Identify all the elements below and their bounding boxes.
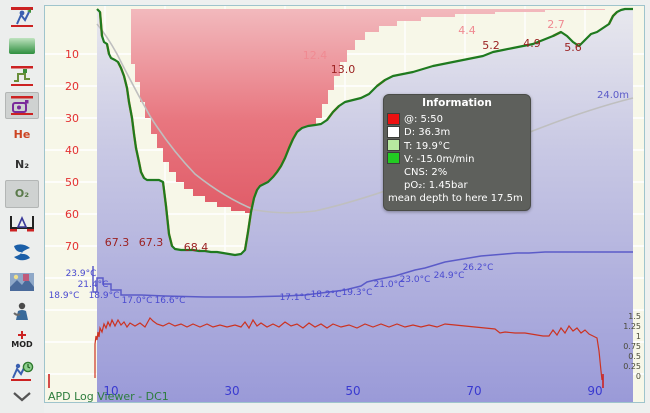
- info-row-po2: pO₂: 1.45bar: [404, 180, 468, 192]
- left-toolbar: He N₂ O₂: [0, 0, 44, 413]
- info-row-time: @: 5:50: [404, 114, 444, 126]
- temperature-annotation: 19.3°C: [342, 288, 373, 298]
- temperature-curve: [92, 251, 633, 298]
- info-row-depth: D: 36.3m: [404, 127, 451, 139]
- dive-profile-panel[interactable]: 10 20 30 40 50 60 70 10 30 50 70 90 1.5: [44, 5, 645, 403]
- temperature-annotation: 18.9°C: [49, 291, 80, 301]
- temperature-annotation: 18.2°C: [311, 290, 342, 300]
- mod-icon[interactable]: MOD: [5, 328, 39, 356]
- depth-annotation: 5.6: [564, 41, 582, 54]
- information-rows: @: 5:50 D: 36.3m T: 19.9°C V: -15.0m/min…: [384, 113, 530, 205]
- depth-tick-label: 20: [65, 80, 79, 93]
- helium-icon[interactable]: He: [5, 121, 39, 149]
- legend-swatch-velocity: [387, 152, 400, 165]
- depth-profile-line: [96, 7, 633, 257]
- marker-label: 24.0m: [597, 90, 629, 101]
- scrubber-icon[interactable]: [5, 239, 39, 267]
- photo-icon[interactable]: [5, 269, 39, 297]
- temperature-annotation: 23.0°C: [400, 275, 431, 285]
- dive-site-icon[interactable]: [5, 298, 39, 326]
- oxygen-icon[interactable]: O₂: [5, 180, 39, 208]
- time-tick-marks: [48, 374, 604, 388]
- temperature-annotation: 23.9°C: [66, 269, 97, 279]
- depth-tick-label: 50: [65, 176, 79, 189]
- ceiling-icon[interactable]: [5, 62, 39, 90]
- oxygen-label: O₂: [14, 187, 30, 201]
- svg-text:MOD: MOD: [11, 340, 33, 349]
- po2-tick-label: 0.75: [623, 342, 641, 351]
- po2-tick-label: 1: [636, 332, 641, 341]
- depth-annotation: 2.7: [547, 18, 565, 31]
- legend-swatch-temp: [387, 139, 400, 152]
- legend-swatch-time: [387, 113, 400, 126]
- nitrogen-label: N₂: [14, 157, 30, 171]
- tissue-bargraph-icon[interactable]: [5, 210, 39, 238]
- helium-label: He: [13, 128, 31, 142]
- depth-annotation: 4.9: [523, 37, 541, 50]
- depth-tick-label: 30: [65, 112, 79, 125]
- time-tick-label: 70: [466, 384, 481, 398]
- chart-svg: 10 20 30 40 50 60 70 10 30 50 70 90 1.5: [45, 6, 644, 402]
- info-row-velocity: V: -15.0m/min: [404, 153, 475, 165]
- gradient-swatch-icon[interactable]: [5, 33, 39, 61]
- temperature-annotation: 18.9°C: [89, 291, 120, 301]
- po2-tick-label: 0: [636, 372, 641, 381]
- nitrogen-icon[interactable]: N₂: [5, 151, 39, 179]
- info-row-cns: CNS: 2%: [404, 166, 448, 178]
- temperature-annotation: 26.2°C: [463, 263, 494, 273]
- information-tooltip[interactable]: Information @: 5:50 D: 36.3m T: 19.9°C V…: [383, 94, 531, 211]
- expand-toolbar-button[interactable]: [5, 386, 39, 408]
- footer-label: APD Log Viewer - DC1: [48, 390, 169, 402]
- depth-annotation: 12.4: [303, 49, 328, 62]
- diver-profile-icon[interactable]: [5, 3, 39, 31]
- temperature-annotation: 24.9°C: [434, 271, 465, 281]
- depth-annotation: 67.3: [105, 236, 130, 249]
- depth-annotation: 4.4: [458, 24, 476, 37]
- depth-tick-label: 60: [65, 208, 79, 221]
- plot-area[interactable]: 10 20 30 40 50 60 70 10 30 50 70 90 1.5: [45, 6, 644, 402]
- depth-annotation: 67.3: [139, 236, 164, 249]
- po2-tick-label: 1.25: [623, 322, 641, 331]
- depth-tick-label: 70: [65, 240, 79, 253]
- depth-tick-label: 10: [65, 48, 79, 61]
- information-title: Information: [422, 97, 492, 109]
- depth-annotation: 68.4: [184, 241, 209, 254]
- po2-tick-label: 0.25: [623, 362, 641, 371]
- depth-annotation: 13.0: [331, 63, 356, 76]
- time-tick-label: 50: [345, 384, 360, 398]
- depth-annotation: 5.2: [482, 39, 500, 52]
- depth-tick-label: 40: [65, 144, 79, 157]
- temperature-annotation: 21.4°C: [78, 280, 109, 290]
- temperature-annotation: 17.0°C: [122, 296, 153, 306]
- deco-stop-icon[interactable]: [5, 91, 39, 119]
- po2-tick-label: 1.5: [628, 312, 641, 321]
- ceiling-region: [131, 9, 605, 213]
- po2-tick-label: 0.5: [628, 352, 641, 361]
- po2-curve: [94, 317, 603, 381]
- temperature-annotation: 21.0°C: [374, 280, 405, 290]
- time-tick-label: 10: [103, 384, 118, 398]
- info-row-mean-depth: mean depth to here 17.5m: [388, 193, 523, 205]
- temperature-annotation: 17.1°C: [280, 293, 311, 303]
- diver-clock-icon[interactable]: [5, 357, 39, 385]
- legend-swatch-depth: [387, 126, 400, 139]
- temperature-annotation: 16.6°C: [155, 296, 186, 306]
- time-tick-label: 30: [224, 384, 239, 398]
- info-row-temperature: T: 19.9°C: [404, 140, 450, 152]
- time-tick-label: 90: [587, 384, 602, 398]
